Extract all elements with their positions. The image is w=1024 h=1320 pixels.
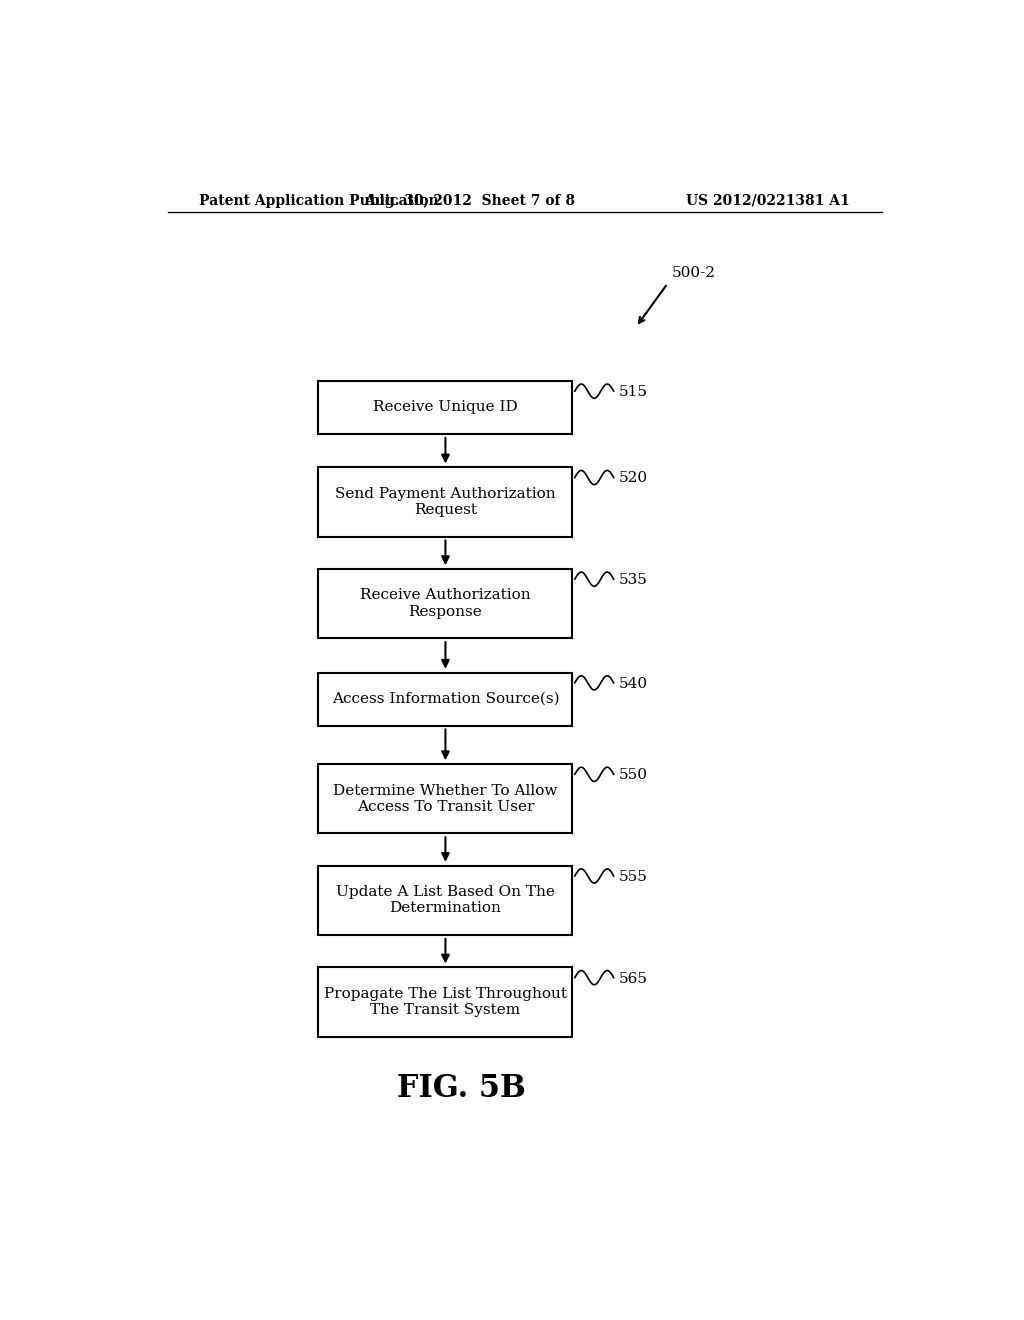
- Text: 540: 540: [618, 677, 647, 690]
- FancyBboxPatch shape: [318, 866, 572, 935]
- Text: Receive Authorization
Response: Receive Authorization Response: [360, 589, 530, 619]
- Text: FIG. 5B: FIG. 5B: [397, 1073, 525, 1104]
- Text: 535: 535: [618, 573, 647, 587]
- FancyBboxPatch shape: [318, 569, 572, 638]
- FancyBboxPatch shape: [318, 381, 572, 434]
- Text: 515: 515: [618, 385, 647, 399]
- Text: 550: 550: [618, 768, 647, 783]
- Text: Propagate The List Throughout
The Transit System: Propagate The List Throughout The Transi…: [324, 987, 567, 1018]
- Text: US 2012/0221381 A1: US 2012/0221381 A1: [686, 194, 850, 209]
- FancyBboxPatch shape: [318, 673, 572, 726]
- Text: 565: 565: [618, 972, 647, 986]
- FancyBboxPatch shape: [318, 467, 572, 536]
- Text: Access Information Source(s): Access Information Source(s): [332, 692, 559, 706]
- Text: Update A List Based On The
Determination: Update A List Based On The Determination: [336, 886, 555, 916]
- FancyBboxPatch shape: [318, 764, 572, 833]
- Text: Patent Application Publication: Patent Application Publication: [200, 194, 439, 209]
- Text: 500-2: 500-2: [672, 267, 716, 280]
- FancyBboxPatch shape: [318, 968, 572, 1036]
- Text: Receive Unique ID: Receive Unique ID: [373, 400, 518, 414]
- Text: Determine Whether To Allow
Access To Transit User: Determine Whether To Allow Access To Tra…: [333, 784, 558, 814]
- Text: 520: 520: [618, 471, 647, 486]
- Text: Send Payment Authorization
Request: Send Payment Authorization Request: [335, 487, 556, 517]
- Text: 555: 555: [618, 870, 647, 884]
- Text: Aug. 30, 2012  Sheet 7 of 8: Aug. 30, 2012 Sheet 7 of 8: [364, 194, 574, 209]
